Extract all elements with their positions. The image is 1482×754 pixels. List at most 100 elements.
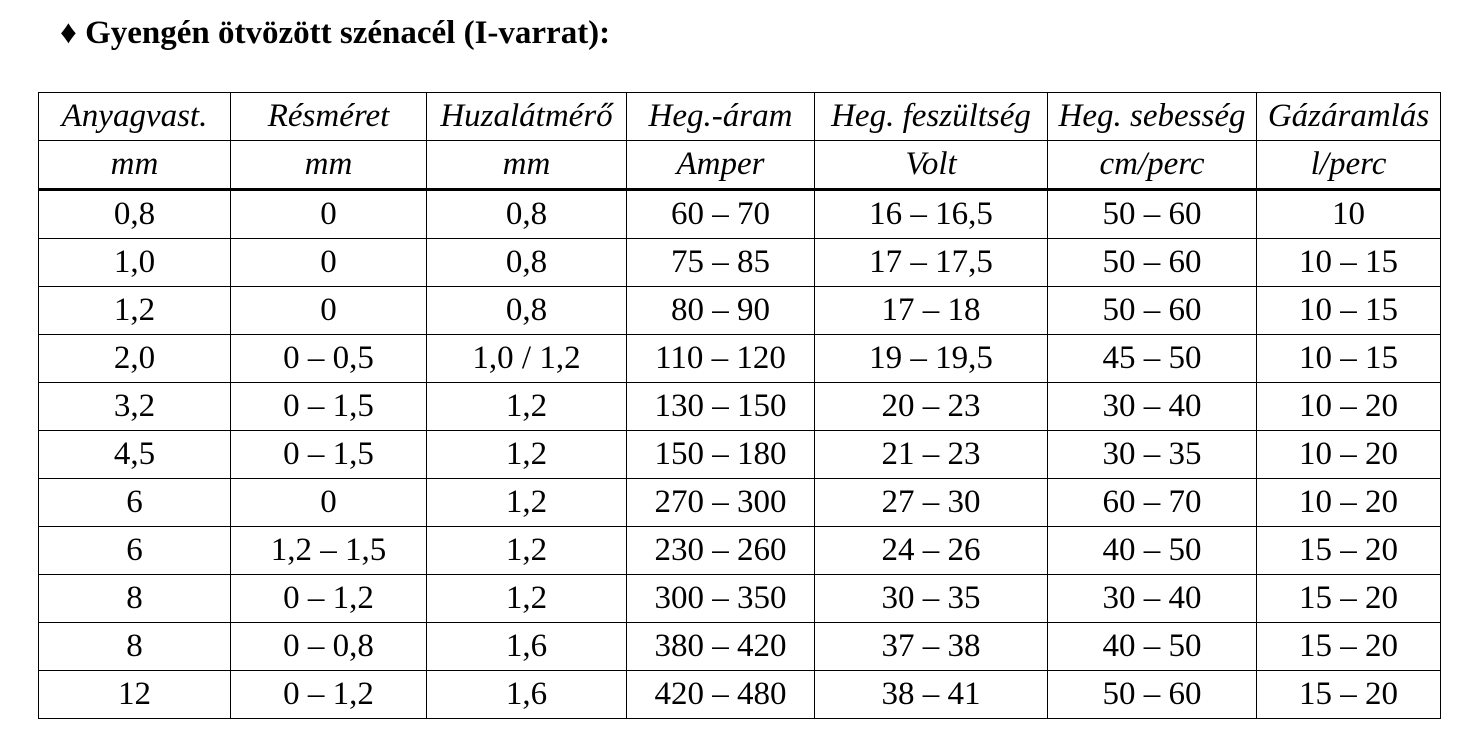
table-cell: 150 – 180 bbox=[626, 430, 815, 479]
table-cell: 8 bbox=[38, 622, 231, 671]
table-cell: 380 – 420 bbox=[626, 622, 815, 671]
table-cell: 420 – 480 bbox=[626, 670, 815, 719]
unit-cell: mm bbox=[38, 140, 231, 191]
table-cell: 0 – 1,5 bbox=[230, 430, 427, 479]
table-cell: 17 – 17,5 bbox=[814, 238, 1048, 287]
table-cell: 15 – 20 bbox=[1256, 670, 1441, 719]
table-cell: 8 bbox=[38, 574, 231, 623]
table-cell: 60 – 70 bbox=[626, 189, 815, 239]
unit-cell: cm/perc bbox=[1047, 140, 1257, 191]
table-row: 1,0 0 0,8 75 – 85 17 – 17,5 50 – 60 10 – 15 bbox=[38, 238, 1441, 287]
table-cell: 50 – 60 bbox=[1047, 670, 1257, 719]
table-cell: 1,2 – 1,5 bbox=[230, 526, 427, 575]
table-cell: 40 – 50 bbox=[1047, 526, 1257, 575]
table-cell: 30 – 40 bbox=[1047, 382, 1257, 431]
table-cell: 1,2 bbox=[426, 430, 627, 479]
table-cell: 1,6 bbox=[426, 622, 627, 671]
table-cell: 20 – 23 bbox=[814, 382, 1048, 431]
table-cell: 60 – 70 bbox=[1047, 478, 1257, 527]
table-cell: 27 – 30 bbox=[814, 478, 1048, 527]
table-cell: 0,8 bbox=[426, 238, 627, 287]
table-cell: 0 bbox=[230, 478, 427, 527]
table-row: 4,5 0 – 1,5 1,2 150 – 180 21 – 23 30 – 35 10 –… bbox=[38, 430, 1441, 479]
table-cell: 110 – 120 bbox=[626, 334, 815, 383]
header-cell: Heg. sebesség bbox=[1047, 92, 1257, 141]
table-cell: 10 – 15 bbox=[1256, 334, 1441, 383]
table-cell: 0,8 bbox=[426, 189, 627, 239]
table-cell: 1,2 bbox=[426, 382, 627, 431]
welding-parameters-table: Anyagvast. Résméret Huzalátmérő Heg.-ára… bbox=[38, 92, 1441, 719]
table-cell: 38 – 41 bbox=[814, 670, 1048, 719]
table-cell: 1,2 bbox=[426, 526, 627, 575]
table-cell: 270 – 300 bbox=[626, 478, 815, 527]
table-row: 6 1,2 – 1,5 1,2 230 – 260 24 – 26 40 – 50 15 –… bbox=[38, 526, 1441, 575]
table-cell: 0 bbox=[230, 189, 427, 239]
table-cell: 15 – 20 bbox=[1256, 574, 1441, 623]
document-title: ♦ Gyengén ötvözött szénacél (I-varrat): bbox=[60, 15, 611, 51]
unit-cell: Amper bbox=[626, 140, 815, 191]
table-cell: 30 – 35 bbox=[814, 574, 1048, 623]
table-cell: 30 – 40 bbox=[1047, 574, 1257, 623]
table-cell: 1,0 bbox=[38, 238, 231, 287]
table-cell: 16 – 16,5 bbox=[814, 189, 1048, 239]
table-cell: 50 – 60 bbox=[1047, 189, 1257, 239]
table-cell: 19 – 19,5 bbox=[814, 334, 1048, 383]
table-cell: 45 – 50 bbox=[1047, 334, 1257, 383]
table-cell: 0 – 0,8 bbox=[230, 622, 427, 671]
table-cell: 0 – 1,2 bbox=[230, 670, 427, 719]
table-row: 12 0 – 1,2 1,6 420 – 480 38 – 41 50 – 60 15 – … bbox=[38, 670, 1441, 719]
table-cell: 10 – 15 bbox=[1256, 286, 1441, 335]
table-cell: 50 – 60 bbox=[1047, 286, 1257, 335]
table-row: 0,8 0 0,8 60 – 70 16 – 16,5 50 – 60 10 bbox=[38, 189, 1441, 239]
table-cell: 0 – 0,5 bbox=[230, 334, 427, 383]
table-row: 1,2 0 0,8 80 – 90 17 – 18 50 – 60 10 – 15 bbox=[38, 286, 1441, 335]
table-cell: 15 – 20 bbox=[1256, 526, 1441, 575]
unit-row: mm mm mm Amper Volt cm/perc l/perc bbox=[38, 140, 1441, 191]
header-cell: Gázáramlás bbox=[1256, 92, 1441, 141]
unit-cell: Volt bbox=[814, 140, 1048, 191]
table-cell: 24 – 26 bbox=[814, 526, 1048, 575]
table-cell: 15 – 20 bbox=[1256, 622, 1441, 671]
table-cell: 37 – 38 bbox=[814, 622, 1048, 671]
table-cell: 0 – 1,5 bbox=[230, 382, 427, 431]
table-cell: 2,0 bbox=[38, 334, 231, 383]
table-cell: 40 – 50 bbox=[1047, 622, 1257, 671]
table-cell: 10 – 20 bbox=[1256, 382, 1441, 431]
table-cell: 1,6 bbox=[426, 670, 627, 719]
table-cell: 4,5 bbox=[38, 430, 231, 479]
table-cell: 12 bbox=[38, 670, 231, 719]
table-cell: 1,0 / 1,2 bbox=[426, 334, 627, 383]
table-cell: 1,2 bbox=[426, 478, 627, 527]
table-row: 3,2 0 – 1,5 1,2 130 – 150 20 – 23 30 – 40 10 –… bbox=[38, 382, 1441, 431]
table-cell: 130 – 150 bbox=[626, 382, 815, 431]
table-cell: 0 – 1,2 bbox=[230, 574, 427, 623]
header-cell: Huzalátmérő bbox=[426, 92, 627, 141]
header-cell: Anyagvast. bbox=[38, 92, 231, 141]
table-cell: 21 – 23 bbox=[814, 430, 1048, 479]
table-cell: 10 – 20 bbox=[1256, 430, 1441, 479]
unit-cell: l/perc bbox=[1256, 140, 1441, 191]
unit-cell: mm bbox=[426, 140, 627, 191]
table-cell: 1,2 bbox=[38, 286, 231, 335]
table-cell: 0 bbox=[230, 238, 427, 287]
table-cell: 10 – 15 bbox=[1256, 238, 1441, 287]
table-cell: 0,8 bbox=[38, 189, 231, 239]
table-cell: 80 – 90 bbox=[626, 286, 815, 335]
table-cell: 230 – 260 bbox=[626, 526, 815, 575]
header-cell: Heg.-áram bbox=[626, 92, 815, 141]
table-cell: 10 bbox=[1256, 189, 1441, 239]
table-row: 6 0 1,2 270 – 300 27 – 30 60 – 70 10 – 20 bbox=[38, 478, 1441, 527]
table-cell: 6 bbox=[38, 478, 231, 527]
table-cell: 50 – 60 bbox=[1047, 238, 1257, 287]
header-cell: Heg. feszültség bbox=[814, 92, 1048, 141]
table-cell: 0 bbox=[230, 286, 427, 335]
header-cell: Résméret bbox=[230, 92, 427, 141]
table-cell: 300 – 350 bbox=[626, 574, 815, 623]
table-cell: 17 – 18 bbox=[814, 286, 1048, 335]
table-cell: 10 – 20 bbox=[1256, 478, 1441, 527]
table-cell: 75 – 85 bbox=[626, 238, 815, 287]
table-cell: 6 bbox=[38, 526, 231, 575]
table-row: 2,0 0 – 0,5 1,0 / 1,2 110 – 120 19 – 19,5 45 … bbox=[38, 334, 1441, 383]
header-row: Anyagvast. Résméret Huzalátmérő Heg.-ára… bbox=[38, 92, 1441, 141]
